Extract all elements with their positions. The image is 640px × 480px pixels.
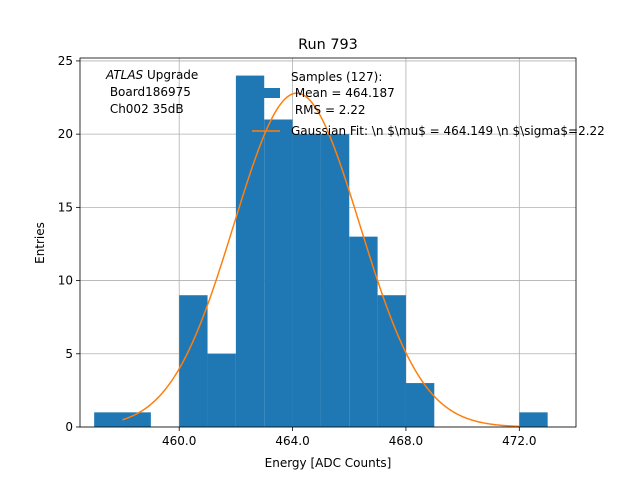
y-axis-label: Entries (33, 222, 47, 264)
legend-samples-title: Samples (127): (291, 70, 382, 84)
histogram-bar-5 (264, 119, 293, 427)
y-tick-label-3: 15 (58, 200, 73, 214)
histogram-bars (94, 75, 548, 428)
histogram-bar-7 (320, 134, 350, 427)
histogram-bar-9 (377, 295, 406, 427)
gaussian-fit-curve (122, 92, 520, 428)
legend-fit-label: Gaussian Fit: \n $\mu$ = 464.149 \n $\si… (291, 124, 605, 138)
x-tick-label-2: 468.0 (389, 434, 423, 448)
chart-title: Run 793 (298, 37, 358, 53)
histogram-bar-6 (292, 134, 321, 427)
legend-samples-mean: Mean = 464.187 (291, 86, 395, 100)
histogram-bar-4 (235, 75, 265, 428)
x-axis-ticks: 460.0 464.0 468.0 472.0 (162, 427, 536, 448)
histogram-bar-8 (349, 236, 378, 427)
legend-samples-rms: RMS = 2.22 (291, 103, 366, 117)
y-tick-label-2: 10 (58, 274, 73, 288)
annotation-line-3: Ch002 35dB (106, 102, 184, 116)
x-axis-label: Energy [ADC Counts] (265, 456, 392, 470)
y-tick-label-5: 25 (58, 54, 73, 68)
atlas-annotation: ATLAS Upgrade Board186975 Ch002 35dB (105, 68, 198, 116)
annotation-upgrade: Upgrade (143, 68, 198, 82)
histogram-bar-3 (207, 353, 236, 427)
annotation-atlas: ATLAS (105, 68, 144, 82)
y-axis-ticks: 0 5 10 15 20 25 (58, 54, 80, 434)
y-tick-label-1: 5 (65, 347, 73, 361)
histogram-bar-1 (122, 412, 151, 427)
annotation-line-1: ATLAS Upgrade (105, 68, 198, 82)
x-tick-label-0: 460.0 (162, 434, 196, 448)
plot-frame (79, 57, 577, 428)
y-tick-label-4: 20 (58, 127, 73, 141)
legend: Samples (127): Mean = 464.187 RMS = 2.22… (252, 70, 605, 138)
y-tick-label-0: 0 (65, 420, 73, 434)
legend-samples-swatch (252, 88, 280, 98)
annotation-line-2: Board186975 (106, 85, 191, 99)
x-tick-label-1: 464.0 (275, 434, 309, 448)
histogram-bar-11 (519, 412, 548, 427)
histogram-bar-10 (405, 383, 435, 427)
x-tick-label-3: 472.0 (502, 434, 536, 448)
histogram-bar-0 (94, 412, 123, 427)
